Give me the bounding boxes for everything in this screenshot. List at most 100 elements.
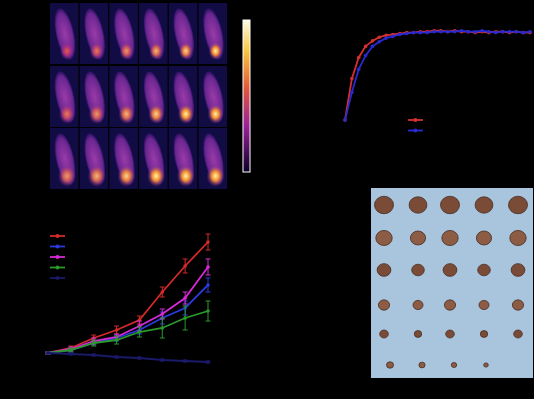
data-point	[343, 118, 347, 122]
panel-bg	[80, 3, 109, 64]
signal	[178, 104, 194, 124]
error-bar	[183, 306, 188, 330]
panel-bg	[199, 66, 228, 127]
signal	[89, 104, 105, 124]
data-point	[480, 29, 484, 33]
plot-area	[343, 29, 532, 122]
data-point	[473, 31, 477, 35]
tumor	[441, 196, 460, 213]
data-point	[160, 312, 164, 316]
data-point	[357, 68, 361, 72]
data-point	[206, 309, 210, 313]
data-point	[494, 31, 498, 35]
data-point	[453, 29, 457, 33]
data-point	[160, 290, 164, 294]
imaging-panel	[199, 3, 228, 64]
data-point	[439, 29, 443, 33]
data-point	[138, 324, 142, 328]
data-point	[350, 91, 354, 95]
data-point	[92, 353, 96, 357]
tumor	[375, 196, 394, 213]
error-bar	[114, 336, 119, 344]
axis-line	[49, 373, 209, 374]
series-line	[345, 31, 530, 120]
y-axis	[345, 29, 346, 121]
photo-bg	[371, 188, 533, 378]
data-point	[528, 31, 532, 35]
data-point	[412, 31, 416, 35]
data-point	[446, 30, 450, 34]
data-point	[46, 351, 50, 355]
tumor	[378, 300, 389, 310]
data-point	[384, 36, 388, 40]
imaging-panel	[80, 3, 109, 64]
data-point	[398, 32, 402, 36]
series	[343, 29, 532, 122]
imaging-panel	[80, 128, 109, 189]
panel-bg	[169, 3, 198, 64]
signal	[208, 104, 224, 124]
legend-item	[50, 266, 65, 270]
tumor	[514, 330, 523, 338]
tumor	[387, 362, 394, 368]
panel-bg	[109, 3, 137, 64]
tumor	[413, 300, 423, 309]
legend-marker	[413, 118, 417, 122]
imaging-panels	[50, 3, 228, 189]
data-point	[206, 240, 210, 244]
panel-bg	[199, 128, 228, 189]
mouse	[140, 7, 168, 62]
data-point	[371, 39, 375, 43]
panel-bg	[169, 66, 198, 127]
data-point	[432, 29, 436, 33]
legend-marker	[413, 129, 417, 133]
data-point	[115, 338, 119, 342]
series-line	[48, 267, 208, 353]
panel-bg	[169, 128, 198, 189]
data-point	[473, 30, 477, 34]
error-bar	[160, 309, 165, 319]
error-bar	[183, 259, 188, 273]
legend-item	[50, 234, 65, 238]
panel-bg	[109, 66, 137, 127]
imaging-panel	[169, 66, 198, 127]
series-line	[48, 242, 208, 353]
signal	[148, 104, 164, 124]
legend-marker	[56, 234, 60, 238]
data-point	[183, 296, 187, 300]
data-point	[206, 265, 210, 269]
data-point	[528, 30, 532, 34]
data-point	[183, 359, 187, 363]
panel-bg	[199, 3, 228, 64]
tumor	[480, 331, 487, 338]
tumor	[380, 330, 389, 338]
imaging-panel	[80, 66, 109, 127]
data-point	[46, 351, 50, 355]
series	[46, 234, 211, 355]
series-line	[48, 353, 208, 362]
legend-marker	[56, 276, 60, 280]
tumor	[442, 230, 458, 245]
data-point	[419, 31, 423, 35]
imaging-panel	[199, 66, 228, 127]
figure	[0, 0, 534, 399]
legend-marker	[56, 255, 60, 259]
axis-line	[346, 120, 531, 121]
error-bar	[91, 335, 96, 341]
data-point	[521, 31, 525, 35]
tumor	[412, 264, 425, 276]
signal	[177, 165, 195, 187]
data-point	[206, 360, 210, 364]
mouse	[110, 7, 138, 62]
panel-bg	[80, 66, 109, 127]
legend-item	[408, 129, 423, 133]
error-bar	[206, 278, 211, 292]
data-point	[425, 31, 429, 35]
signal	[90, 42, 104, 60]
data-point	[69, 352, 73, 356]
data-point	[514, 30, 518, 34]
data-point	[371, 45, 375, 49]
signal	[88, 165, 106, 187]
data-point	[377, 35, 381, 39]
data-point	[69, 347, 73, 351]
